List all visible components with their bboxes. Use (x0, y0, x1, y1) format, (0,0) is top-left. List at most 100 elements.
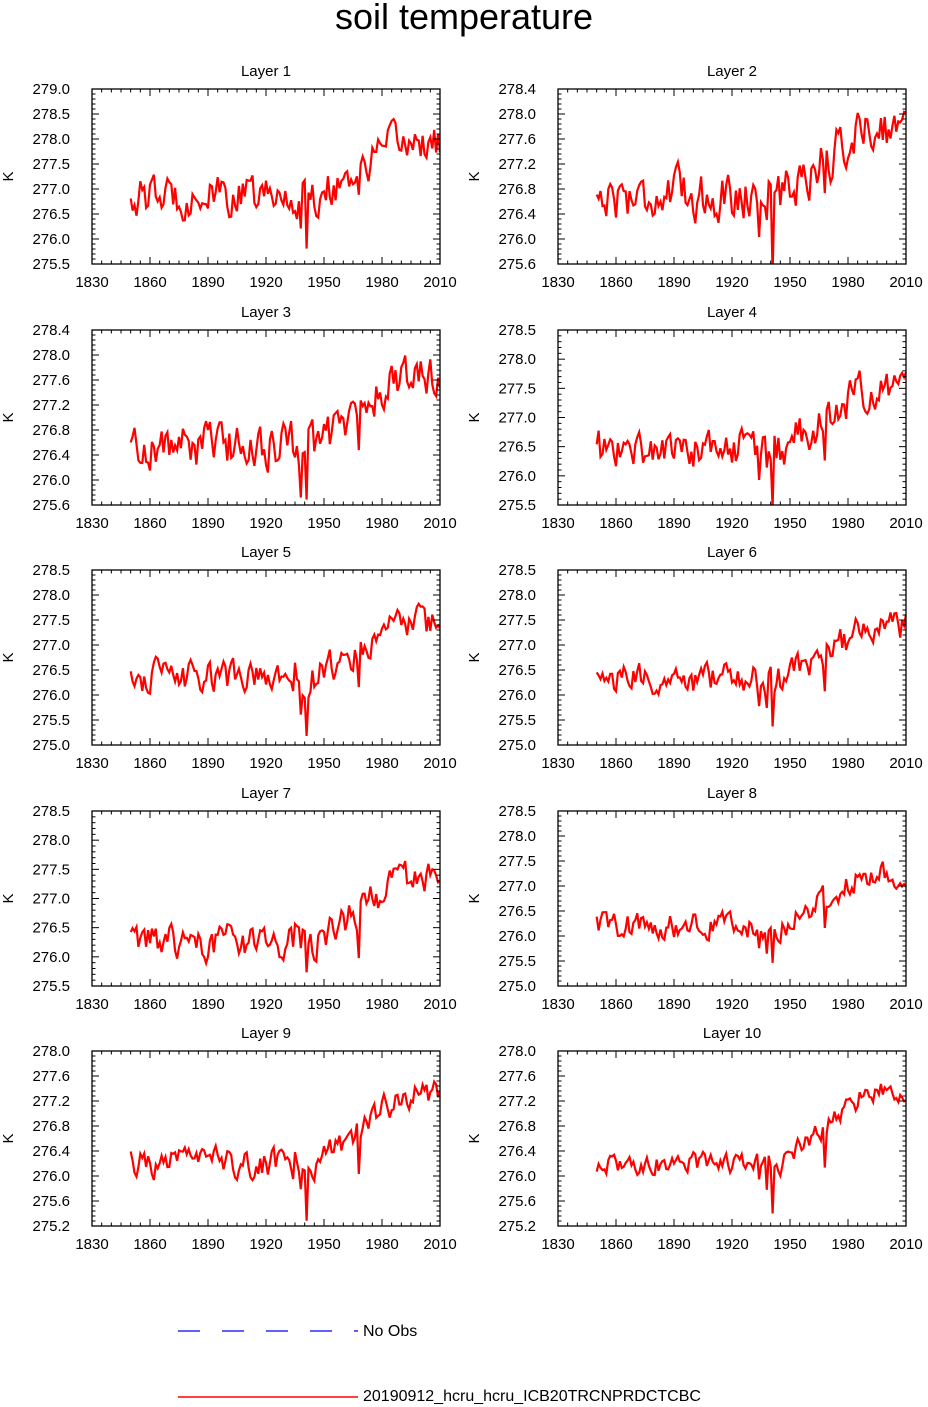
x-tick-label: 1860 (599, 515, 632, 532)
y-tick-label: 278.0 (32, 1043, 70, 1060)
x-tick-label: 1830 (541, 1236, 574, 1253)
y-tick-label: 275.5 (498, 497, 536, 514)
series-line (595, 861, 906, 963)
panel-title: Layer 2 (707, 63, 757, 80)
panel-2: 1830 1860 1890 1920 1950 1980 2010 275.6 276.0 27… (466, 63, 923, 291)
x-tick-label: 1980 (365, 274, 398, 291)
x-tick-label: 1830 (541, 755, 574, 772)
y-tick-label: 277.2 (498, 156, 536, 173)
x-tick-label: 1830 (75, 274, 108, 291)
x-tick-label: 1830 (75, 755, 108, 772)
plot-frame (557, 569, 907, 746)
x-tick-label: 1950 (773, 1236, 806, 1253)
y-tick-label: 275.5 (498, 953, 536, 970)
x-tick-label: 1830 (541, 996, 574, 1013)
y-tick-label: 278.0 (32, 587, 70, 604)
y-tick-label: 276.0 (498, 928, 536, 945)
y-tick-label: 277.5 (32, 861, 70, 878)
x-tick-label: 1830 (541, 515, 574, 532)
panel-title: Layer 6 (707, 544, 757, 561)
series-line (129, 117, 440, 249)
y-tick-label: 278.4 (32, 322, 70, 339)
panel-title: Layer 4 (707, 304, 757, 321)
x-tick-label: 1830 (75, 1236, 108, 1253)
x-tick-label: 1920 (715, 1236, 748, 1253)
y-axis-label: K (466, 1133, 483, 1143)
x-tick-label: 1920 (715, 274, 748, 291)
y-tick-label: 278.4 (498, 81, 536, 98)
panel-title: Layer 8 (707, 785, 757, 802)
x-tick-label: 1980 (831, 274, 864, 291)
panel-title: Layer 5 (241, 544, 291, 561)
y-tick-label: 277.6 (32, 1068, 70, 1085)
y-tick-label: 276.0 (32, 687, 70, 704)
y-tick-label: 277.0 (32, 637, 70, 654)
y-tick-label: 275.0 (498, 737, 536, 754)
x-tick-label: 2010 (889, 515, 922, 532)
x-tick-label: 1860 (599, 996, 632, 1013)
x-tick-label: 1890 (657, 755, 690, 772)
x-tick-label: 1830 (75, 515, 108, 532)
y-tick-label: 277.2 (32, 397, 70, 414)
x-tick-label: 1980 (365, 755, 398, 772)
y-tick-label: 275.0 (498, 978, 536, 995)
series-line (129, 1079, 440, 1221)
plot-frame (91, 1050, 441, 1227)
x-tick-label: 1980 (365, 996, 398, 1013)
y-tick-label: 275.6 (32, 497, 70, 514)
x-tick-label: 1920 (249, 996, 282, 1013)
x-tick-label: 1890 (657, 274, 690, 291)
y-axis-label: K (0, 652, 17, 662)
legend-model-label: 20190912_hcru_hcru_ICB20TRCNPRDCTCBC (363, 1388, 701, 1405)
y-tick-label: 278.5 (498, 803, 536, 820)
panel-6: 1830 1860 1890 1920 1950 1980 2010 275.0 275.5 27… (466, 544, 923, 772)
x-tick-label: 1890 (657, 996, 690, 1013)
panel-title: Layer 9 (241, 1025, 291, 1042)
y-tick-label: 277.5 (32, 156, 70, 173)
plot-frame (557, 329, 907, 506)
x-tick-label: 1950 (307, 1236, 340, 1253)
y-tick-label: 275.6 (498, 1193, 536, 1210)
y-tick-label: 276.5 (498, 662, 536, 679)
x-tick-label: 1950 (307, 996, 340, 1013)
y-tick-label: 277.5 (498, 612, 536, 629)
y-tick-label: 277.0 (32, 891, 70, 908)
x-tick-label: 1950 (773, 274, 806, 291)
x-tick-label: 1980 (365, 515, 398, 532)
x-tick-label: 1860 (599, 1236, 632, 1253)
x-tick-label: 1950 (307, 755, 340, 772)
y-tick-label: 278.5 (498, 322, 536, 339)
y-tick-label: 276.4 (32, 447, 70, 464)
y-tick-label: 277.0 (498, 637, 536, 654)
panel-4: 1830 1860 1890 1920 1950 1980 2010 275.5 276.0 27… (466, 304, 923, 532)
figure: 1830 1860 1890 1920 1950 1980 2010 275.5 276.0 27… (0, 63, 923, 1253)
x-tick-label: 1830 (541, 274, 574, 291)
x-tick-label: 1890 (191, 755, 224, 772)
x-tick-label: 1950 (307, 274, 340, 291)
x-tick-label: 1920 (715, 515, 748, 532)
y-tick-label: 276.0 (498, 231, 536, 248)
y-tick-label: 277.6 (498, 131, 536, 148)
y-tick-label: 278.5 (498, 562, 536, 579)
y-tick-label: 278.5 (32, 803, 70, 820)
y-tick-label: 276.0 (498, 468, 536, 485)
y-axis-label: K (0, 171, 17, 181)
plot-frame (557, 810, 907, 987)
series-line (595, 611, 906, 727)
y-tick-label: 279.0 (32, 81, 70, 98)
x-tick-label: 1860 (133, 515, 166, 532)
y-tick-label: 276.0 (498, 1168, 536, 1185)
x-tick-label: 2010 (889, 755, 922, 772)
x-tick-label: 1920 (715, 755, 748, 772)
plot-frame (91, 569, 441, 746)
y-tick-label: 276.5 (498, 439, 536, 456)
plot-frame (557, 1050, 907, 1227)
x-tick-label: 2010 (423, 1236, 456, 1253)
panel-10: 1830 1860 1890 1920 1950 1980 2010 275.2 275.6 27… (466, 1025, 923, 1253)
x-tick-label: 2010 (423, 515, 456, 532)
y-tick-label: 276.4 (498, 206, 536, 223)
y-tick-label: 277.0 (32, 181, 70, 198)
y-tick-label: 276.0 (498, 687, 536, 704)
y-axis-label: K (466, 171, 483, 181)
panel-5: 1830 1860 1890 1920 1950 1980 2010 275.0 275.5 27… (0, 544, 457, 772)
